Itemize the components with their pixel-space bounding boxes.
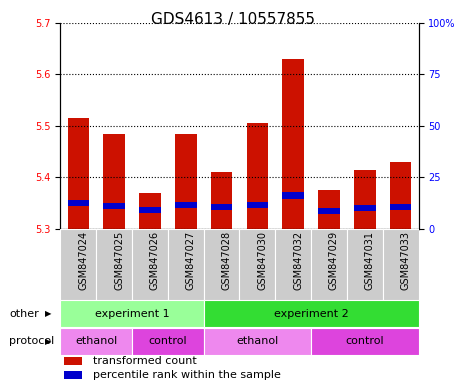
Bar: [204, 328, 311, 355]
Bar: [64, 357, 82, 365]
Bar: [64, 371, 82, 379]
Text: experiment 2: experiment 2: [274, 309, 348, 319]
Text: GSM847031: GSM847031: [365, 231, 375, 290]
Text: GSM847024: GSM847024: [78, 231, 88, 290]
Bar: [318, 208, 340, 214]
Text: ethanol: ethanol: [75, 336, 117, 346]
Text: GSM847033: GSM847033: [401, 231, 411, 290]
Bar: [60, 328, 132, 355]
Bar: [383, 229, 418, 300]
Bar: [282, 59, 304, 229]
Text: control: control: [345, 336, 384, 346]
Bar: [311, 328, 418, 355]
Bar: [282, 192, 304, 199]
Bar: [204, 300, 418, 327]
Bar: [390, 204, 412, 210]
Text: other: other: [9, 309, 39, 319]
Bar: [354, 170, 376, 229]
Bar: [318, 190, 340, 229]
Bar: [246, 123, 268, 229]
Text: control: control: [148, 336, 187, 346]
Bar: [67, 118, 89, 229]
Text: GSM847032: GSM847032: [293, 231, 303, 290]
Text: experiment 1: experiment 1: [95, 309, 169, 319]
Bar: [67, 200, 89, 206]
Text: transformed count: transformed count: [93, 356, 196, 366]
Bar: [239, 229, 275, 300]
Bar: [204, 229, 239, 300]
Bar: [246, 202, 268, 208]
Bar: [354, 205, 376, 211]
Text: ethanol: ethanol: [236, 336, 279, 346]
Text: ▶: ▶: [45, 309, 51, 318]
Text: percentile rank within the sample: percentile rank within the sample: [93, 369, 280, 380]
Text: GSM847030: GSM847030: [258, 231, 267, 290]
Text: GSM847028: GSM847028: [221, 231, 232, 290]
Bar: [60, 300, 204, 327]
Bar: [132, 229, 168, 300]
Text: ▶: ▶: [45, 337, 51, 346]
Bar: [168, 229, 204, 300]
Bar: [139, 193, 161, 229]
Text: protocol: protocol: [9, 336, 54, 346]
Bar: [347, 229, 383, 300]
Bar: [103, 134, 125, 229]
Bar: [175, 202, 197, 208]
Bar: [211, 204, 232, 210]
Bar: [311, 229, 347, 300]
Text: GSM847026: GSM847026: [150, 231, 160, 290]
Bar: [132, 328, 204, 355]
Text: GSM847029: GSM847029: [329, 231, 339, 290]
Bar: [60, 229, 96, 300]
Text: GSM847025: GSM847025: [114, 231, 124, 290]
Bar: [211, 172, 232, 229]
Bar: [175, 134, 197, 229]
Bar: [139, 207, 161, 214]
Text: GSM847027: GSM847027: [186, 231, 196, 290]
Text: GDS4613 / 10557855: GDS4613 / 10557855: [151, 12, 314, 26]
Bar: [96, 229, 132, 300]
Bar: [103, 203, 125, 209]
Bar: [275, 229, 311, 300]
Bar: [390, 162, 412, 229]
